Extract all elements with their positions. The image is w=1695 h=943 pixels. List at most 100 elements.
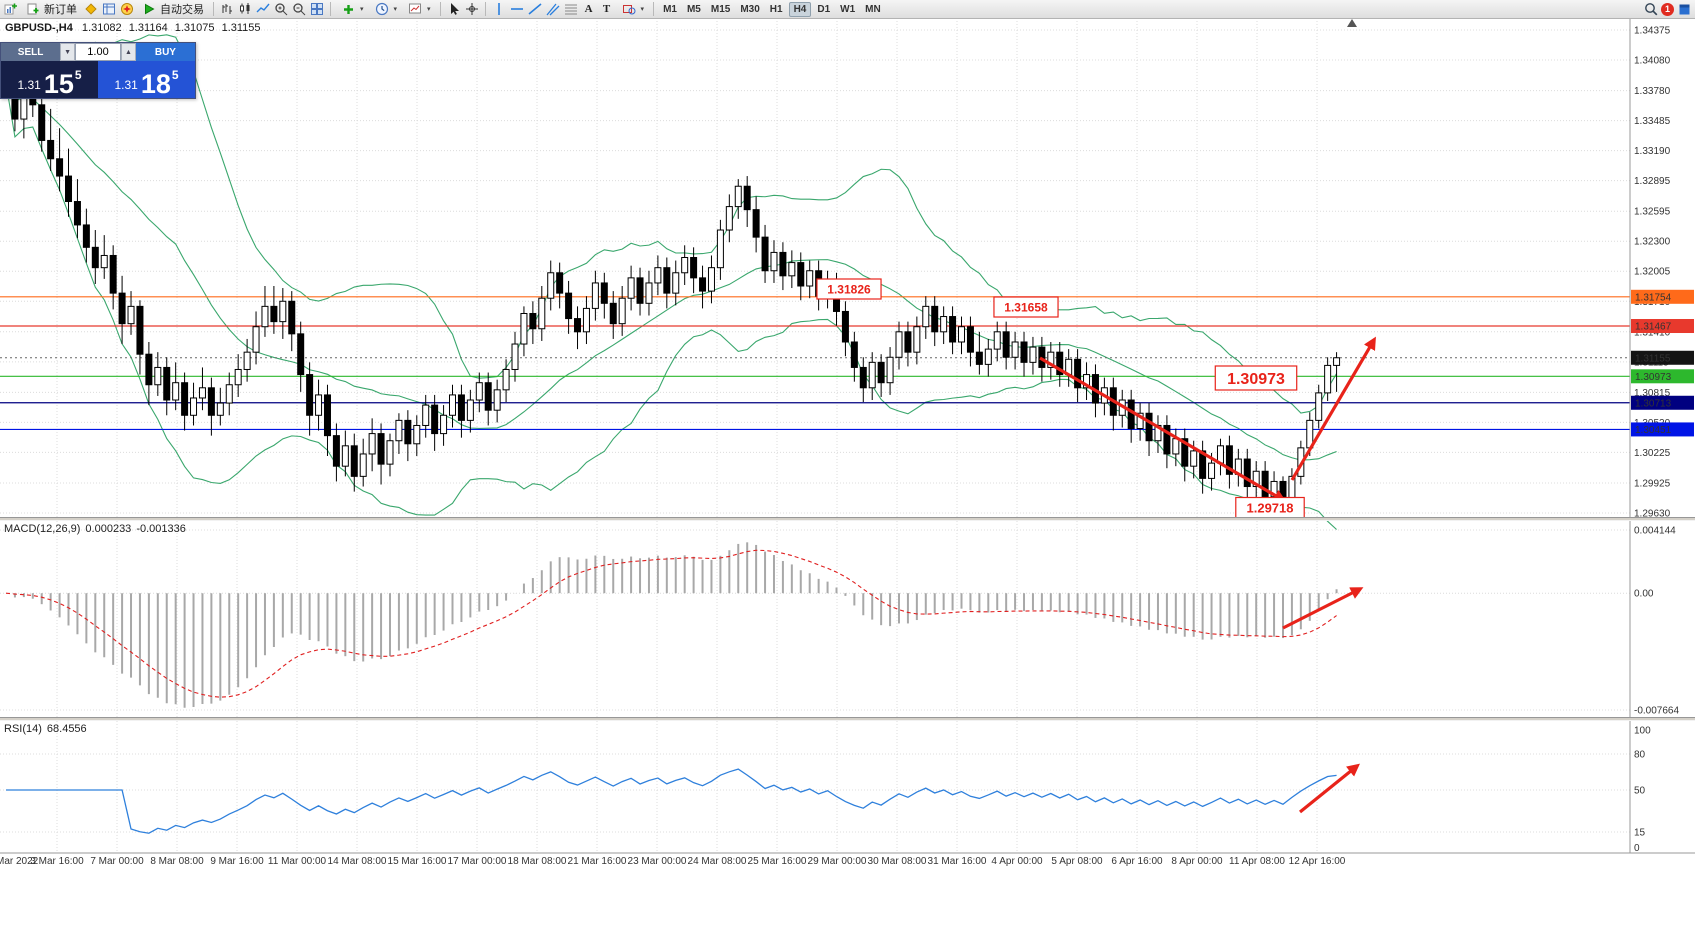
buy-button[interactable]: BUY [135,43,195,61]
zoom-out-icon[interactable] [291,1,307,17]
close-value: 1.31155 [221,22,261,34]
trend-arrow-4[interactable] [1298,763,1360,814]
svg-text:1.31826: 1.31826 [827,282,871,296]
bollinger-middle-band [5,83,1337,461]
text-icon[interactable]: A [584,3,593,15]
new-chart-icon[interactable] [3,1,19,17]
price-axis[interactable]: 1.34375 1.34080 1.33780 1.33485 1.33190 1.328… [1629,18,1694,854]
annotation-price-label-1.30973[interactable]: 1.30973 [1214,365,1298,391]
toolbar-separator [653,2,655,16]
svg-text:1.30451: 1.30451 [1635,425,1672,436]
triangle-up-icon: ▲ [124,48,132,56]
shapes-button[interactable]: ▾ [617,1,649,18]
chart-shift-marker[interactable] [1347,19,1357,27]
candlestick-chart-icon[interactable] [237,1,253,17]
tile-windows-icon[interactable] [309,1,325,17]
macd-signal-line [5,549,1337,698]
template-chart-icon [407,1,423,17]
svg-text:5 Apr 08:00: 5 Apr 08:00 [1051,856,1103,867]
buy-price-sup: 5 [171,68,179,82]
svg-text:17 Mar 00:00: 17 Mar 00:00 [448,856,507,867]
volume-down-button[interactable]: ▼ [60,43,75,61]
candles [2,46,1341,511]
data-window-icon[interactable] [101,1,117,17]
notifications-badge[interactable]: 1 [1661,2,1674,16]
main-price-panel [0,18,1630,530]
trend-arrow-2[interactable] [1290,336,1376,481]
triangle-down-icon: ▼ [64,48,72,56]
svg-text:1.30973: 1.30973 [1635,372,1672,383]
cursor-icon[interactable] [446,1,462,17]
auto-trading-play-icon [141,1,157,17]
sell-price-big: 15 [43,69,74,99]
periodicity-button[interactable]: ▾ [370,1,402,18]
svg-text:1.31467: 1.31467 [1635,322,1672,333]
toolbar-separator [484,2,486,16]
templates-button[interactable]: ▾ [403,1,435,18]
svg-text:8 Apr 00:00: 8 Apr 00:00 [1171,856,1223,867]
macd-panel-splitter[interactable] [0,517,1695,521]
chevron-down-icon: ▾ [360,6,364,13]
auto-trading-button[interactable]: 自动交易 [137,1,208,18]
chevron-down-icon: ▾ [393,6,398,13]
svg-text:3 Mar 16:00: 3 Mar 16:00 [30,856,84,867]
vertical-line-icon[interactable] [491,1,507,17]
macd-label: MACD(12,26,9) 0.000233 -0.001336 [4,523,186,535]
fibonacci-icon[interactable] [563,1,579,17]
timeframe-h4[interactable]: H4 [788,1,812,17]
timeframe-w1[interactable]: W1 [840,3,856,15]
sell-button[interactable]: SELL [1,43,61,61]
buy-price-display[interactable]: 1.31 18 5 [98,61,195,98]
volume-up-button[interactable]: ▲ [121,43,136,61]
clock-icon [374,1,390,17]
svg-text:1.32005: 1.32005 [1634,267,1671,278]
text-label-icon[interactable]: T [602,3,611,15]
sell-price-display[interactable]: 1.31 15 5 [1,61,98,98]
timeframe-d1[interactable]: D1 [817,3,831,15]
svg-text:1.31155: 1.31155 [1635,353,1671,364]
high-value: 1.31164 [128,22,168,34]
svg-text:1.29718: 1.29718 [1247,501,1294,516]
crosshair-icon[interactable] [464,1,480,17]
timeframe-m1[interactable]: M1 [663,3,677,15]
svg-text:15: 15 [1634,828,1646,839]
annotation-price-label-1.31658[interactable]: 1.31658 [993,296,1059,318]
low-value: 1.31075 [174,22,215,34]
channel-icon[interactable] [545,1,561,17]
timeframe-mn[interactable]: MN [865,3,881,15]
axis-current-price-tag: 1.31155 [1631,350,1694,365]
search-icon[interactable] [1643,1,1659,17]
rsi-panel-splitter[interactable] [0,717,1695,721]
bar-chart-icon[interactable] [219,1,235,17]
timeframe-m5[interactable]: M5 [686,3,701,15]
svg-text:8 Mar 08:00: 8 Mar 08:00 [150,856,204,867]
annotation-price-label-1.29718[interactable]: 1.29718 [1235,496,1305,520]
timeframe-m30[interactable]: M30 [740,3,760,15]
svg-text:Mar 2022: Mar 2022 [0,856,39,867]
shapes-icon [621,1,637,17]
horizontal-line-icon[interactable] [509,1,525,17]
navigator-icon[interactable] [119,1,135,17]
trend-arrow-3[interactable] [1282,587,1364,630]
new-order-button[interactable]: 新订单 [21,1,81,18]
trend-arrow-1[interactable] [1039,356,1287,502]
zoom-in-icon[interactable] [273,1,289,17]
volume-input[interactable] [75,43,121,61]
indicators-button[interactable]: ▾ [336,1,368,18]
market-watch-icon[interactable] [83,1,99,17]
svg-text:11 Apr 08:00: 11 Apr 08:00 [1229,856,1285,867]
annotation-price-label-1.31826[interactable]: 1.31826 [816,278,882,300]
line-chart-icon[interactable] [255,1,271,17]
svg-text:11 Mar 00:00: 11 Mar 00:00 [268,856,327,867]
window-icon[interactable] [1676,1,1692,17]
indicators-plus-icon [340,1,356,17]
svg-text:6 Apr 16:00: 6 Apr 16:00 [1111,856,1163,867]
svg-text:23 Mar 00:00: 23 Mar 00:00 [628,856,687,867]
trendline-icon[interactable] [527,1,543,17]
timeframe-m15[interactable]: M15 [710,3,731,15]
one-click-trading-panel: SELL ▼ ▲ BUY 1.31 15 5 1.31 18 5 [0,42,196,99]
timeframe-h1[interactable]: H1 [769,3,783,15]
